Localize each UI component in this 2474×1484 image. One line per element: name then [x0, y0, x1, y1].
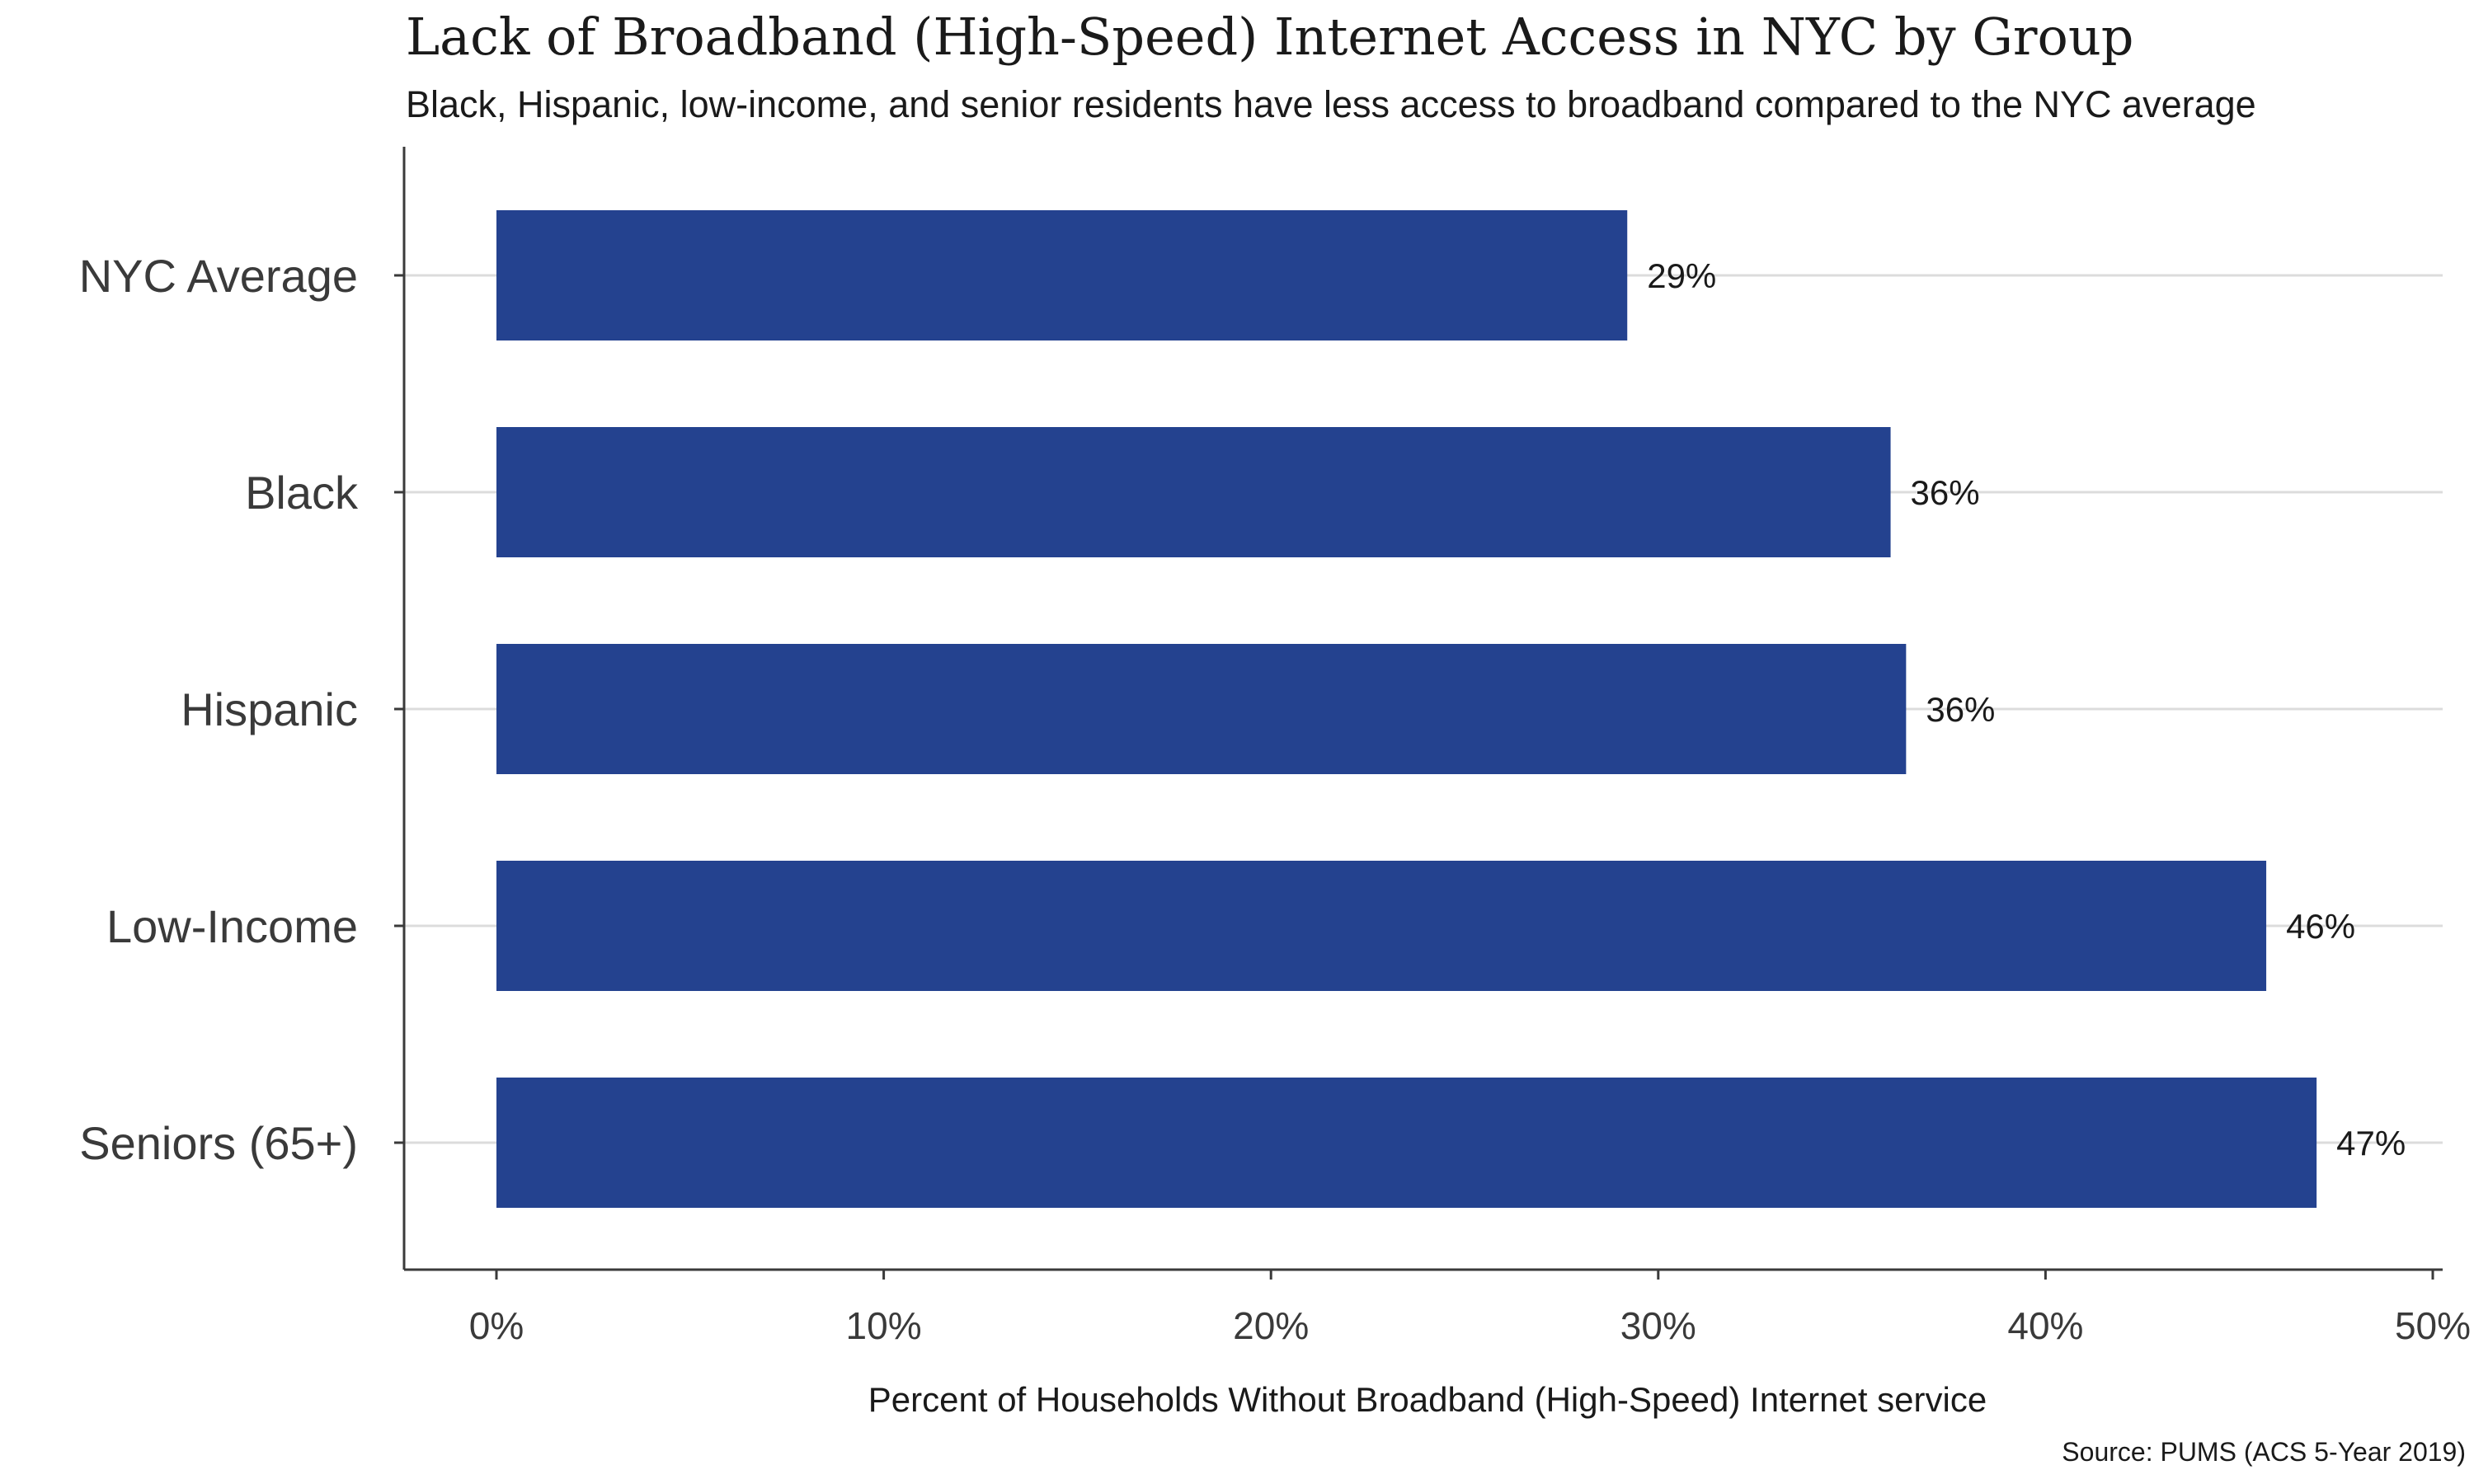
category-label: Hispanic	[181, 683, 358, 735]
x-tick-label: 0%	[469, 1304, 524, 1347]
source-caption: Source: PUMS (ACS 5-Year 2019)	[2062, 1437, 2466, 1467]
bar-value-label: 36%	[1911, 473, 1980, 512]
bar	[496, 1078, 2317, 1208]
chart-subtitle: Black, Hispanic, low-income, and senior …	[406, 83, 2256, 125]
x-tick-label: 50%	[2395, 1304, 2471, 1347]
bar-value-label: 36%	[1926, 690, 1995, 729]
x-tick-label: 40%	[2007, 1304, 2083, 1347]
axes	[394, 147, 2443, 1280]
chart-title: Lack of Broadband (High-Speed) Internet …	[406, 7, 2133, 67]
x-tick-label: 10%	[846, 1304, 922, 1347]
labels: 29% NYC Average 36% Black 36% Hispanic 46% Low-…	[79, 250, 2471, 1347]
bar	[496, 644, 1907, 774]
bar	[496, 861, 2267, 991]
category-label: Seniors (65+)	[79, 1117, 358, 1169]
bar	[496, 210, 1628, 340]
x-tick-label: 30%	[1620, 1304, 1696, 1347]
bar-value-label: 47%	[2336, 1124, 2406, 1162]
bar	[496, 427, 1891, 557]
category-label: Low-Income	[106, 900, 358, 952]
category-label: NYC Average	[79, 250, 358, 302]
bars	[496, 210, 2317, 1208]
x-axis-title: Percent of Households Without Broadband …	[868, 1380, 1987, 1419]
x-tick-label: 20%	[1233, 1304, 1309, 1347]
bar-value-label: 29%	[1647, 256, 1716, 295]
bar-value-label: 46%	[2286, 907, 2355, 946]
category-label: Black	[245, 467, 359, 519]
